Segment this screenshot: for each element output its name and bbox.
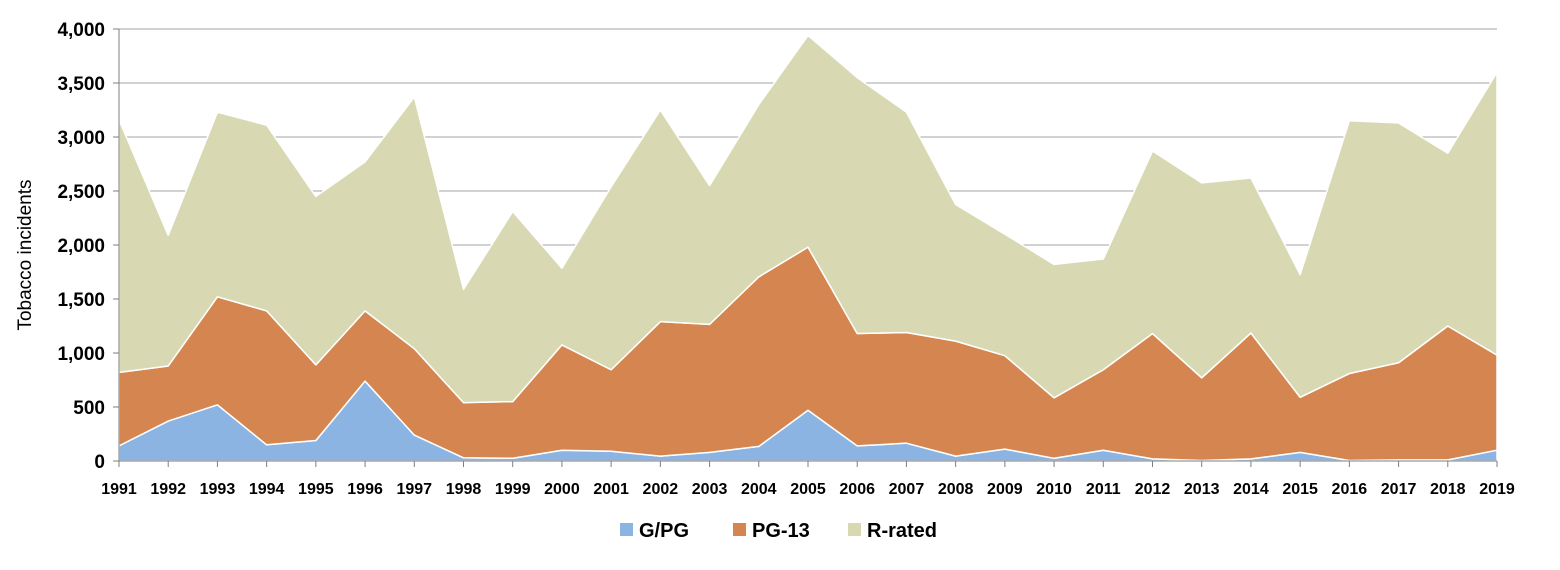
x-tick-label: 1991 (101, 481, 137, 498)
axes (113, 28, 1498, 467)
y-tick-label: 3,500 (57, 74, 105, 95)
x-tick-label: 2015 (1282, 481, 1318, 498)
y-tick-label: 2,000 (57, 236, 105, 257)
x-tick-label: 2004 (741, 481, 777, 498)
x-tick-label: 1992 (150, 481, 186, 498)
x-tick-label: 2012 (1135, 481, 1171, 498)
y-axis-tick-labels: 0 500 1,000 1,500 2,000 2,500 3,000 3,500 4,000 (57, 20, 105, 473)
x-tick-label: 2013 (1184, 481, 1220, 498)
area-series (118, 34, 1498, 462)
x-tick-label: 2005 (790, 481, 826, 498)
x-tick-label: 2016 (1332, 481, 1368, 498)
x-tick-label: 1997 (396, 481, 432, 498)
x-tick-label: 1998 (446, 481, 482, 498)
y-axis-title: Tobacco incidents (15, 179, 36, 330)
legend-label: R-rated (867, 520, 937, 542)
x-tick-label: 2003 (692, 481, 728, 498)
x-tick-label: 2019 (1479, 481, 1515, 498)
legend-swatch (848, 523, 861, 536)
legend-swatch (733, 523, 746, 536)
x-tick-label: 2018 (1430, 481, 1466, 498)
x-tick-label: 2008 (938, 481, 974, 498)
x-tick-label: 2010 (1036, 481, 1072, 498)
legend-swatch (620, 523, 633, 536)
x-tick-label: 2000 (544, 481, 580, 498)
x-tick-label: 1993 (200, 481, 236, 498)
x-tick-label: 2009 (987, 481, 1023, 498)
legend-label: G/PG (639, 520, 689, 542)
legend-item-pg-13: PG-13 (733, 520, 810, 542)
y-tick-label: 1,500 (57, 290, 105, 311)
legend-item-r-rated: R-rated (848, 520, 937, 542)
x-tick-label: 2017 (1381, 481, 1417, 498)
x-tick-label: 1999 (495, 481, 531, 498)
x-tick-label: 2014 (1233, 481, 1269, 498)
legend: G/PG PG-13 R-rated (620, 520, 937, 542)
y-tick-label: 4,000 (57, 20, 105, 41)
area-r-rated (118, 34, 1498, 404)
x-axis-tick-labels: 1991 1992 1993 1994 1995 1996 1997 1998 1999 2000… (101, 481, 1515, 498)
x-tick-label: 1995 (298, 481, 334, 498)
x-tick-label: 2001 (593, 481, 629, 498)
y-tick-label: 3,000 (57, 128, 105, 149)
x-tick-label: 2006 (839, 481, 875, 498)
y-tick-label: 1,000 (57, 344, 105, 365)
x-tick-label: 1996 (347, 481, 383, 498)
y-tick-label: 500 (73, 398, 105, 419)
x-tick-label: 2007 (889, 481, 925, 498)
y-tick-label: 2,500 (57, 182, 105, 203)
legend-item-g-pg: G/PG (620, 520, 689, 542)
x-tick-label: 1994 (249, 481, 285, 498)
x-tick-label: 2002 (643, 481, 679, 498)
legend-label: PG-13 (752, 520, 810, 542)
x-tick-label: 2011 (1086, 481, 1121, 498)
y-tick-label: 0 (94, 452, 105, 473)
